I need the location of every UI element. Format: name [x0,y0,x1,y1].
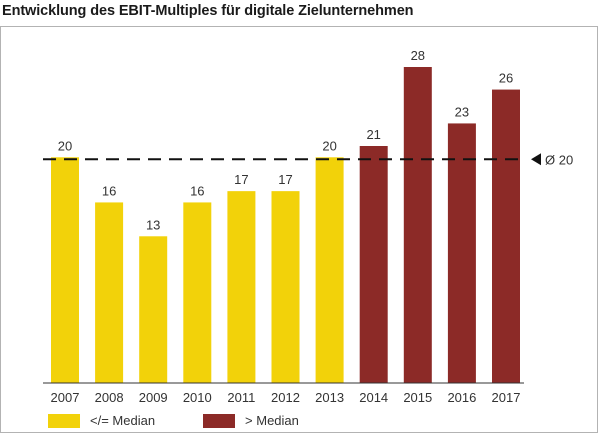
x-tick-2011: 2011 [227,390,255,405]
chart-frame [0,26,598,433]
bar-2012 [271,191,300,383]
x-tick-2008: 2008 [95,390,124,405]
legend-swatch-le-median [48,413,80,428]
data-label-2007: 20 [58,138,72,153]
bar-2011 [227,191,256,383]
legend: </= Median > Median [48,413,347,428]
bar-2016 [447,123,476,383]
legend-label-le-median: </= Median [90,413,156,428]
bar-2010 [183,202,212,383]
data-label-2011: 17 [234,172,248,187]
data-label-2013: 20 [322,138,336,153]
x-tick-2015: 2015 [403,390,432,405]
average-marker-icon [531,153,541,166]
data-label-2012: 17 [278,172,292,187]
x-tick-2016: 2016 [447,390,476,405]
x-tick-2007: 2007 [51,390,80,405]
x-tick-2010: 2010 [183,390,212,405]
bar-2013 [315,157,344,383]
bar-2015 [403,67,432,383]
legend-item-le-median: </= Median [48,413,155,428]
x-tick-2013: 2013 [315,390,344,405]
average-label: Ø 20 [545,152,573,167]
bar-2014 [359,146,388,383]
data-label-2016: 23 [455,104,469,119]
x-tick-2012: 2012 [271,390,300,405]
legend-label-gt-median: > Median [245,413,299,428]
legend-swatch-gt-median [203,413,236,428]
chart-title: Entwicklung des EBIT-Multiples für digit… [2,3,414,19]
data-label-2015: 28 [411,48,425,63]
bar-2008 [95,202,124,383]
data-label-2017: 26 [499,71,513,86]
bar-2007 [51,157,79,383]
bar-2009 [139,236,168,383]
data-label-2014: 21 [366,127,380,142]
data-label-2009: 13 [146,217,160,232]
bar-2017 [492,89,520,384]
x-tick-2014: 2014 [359,390,388,405]
x-tick-2017: 2017 [492,390,521,405]
data-label-2010: 16 [190,183,204,198]
x-tick-2009: 2009 [139,390,168,405]
data-label-2008: 16 [102,183,116,198]
legend-item-gt-median: > Median [203,413,299,428]
